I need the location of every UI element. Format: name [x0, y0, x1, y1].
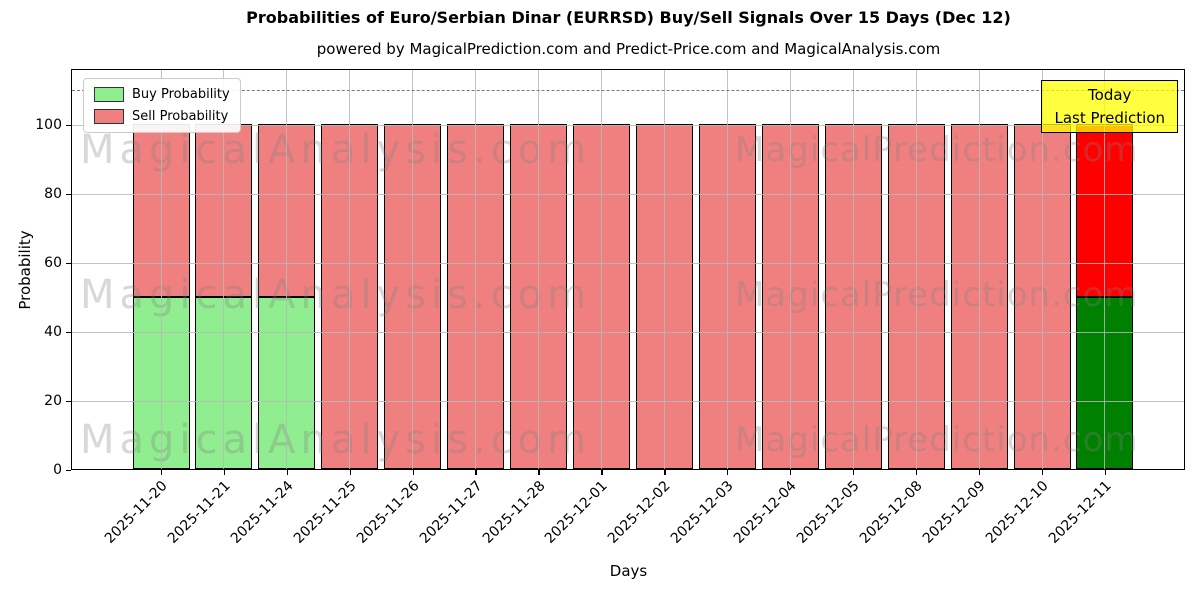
v-gridline — [978, 70, 980, 469]
x-tick-label: 2025-11-26 — [353, 478, 423, 547]
today-annotation-line1: Today — [1088, 86, 1132, 104]
h-gridline — [72, 193, 1184, 195]
y-tick — [66, 125, 71, 127]
x-tick — [727, 470, 729, 475]
v-gridline — [601, 70, 602, 469]
x-tick — [160, 470, 163, 475]
h-gridline — [72, 124, 1184, 126]
today-annotation-line2: Last Prediction — [1054, 108, 1165, 127]
x-tick — [475, 470, 477, 475]
x-tick — [538, 470, 540, 475]
x-tick-label: 2025-12-04 — [731, 478, 800, 547]
y-tick-label: 0 — [53, 462, 62, 478]
watermark-prediction: MagicalPrediction.com — [735, 420, 1139, 460]
x-tick-label: 2025-11-20 — [101, 478, 171, 547]
x-tick-label: 2025-12-09 — [919, 478, 989, 547]
y-tick — [66, 263, 71, 265]
h-gridline — [72, 262, 1184, 264]
y-tick — [66, 401, 71, 403]
x-tick-label: 2025-11-25 — [290, 478, 360, 547]
x-tick-label: 2025-12-01 — [542, 478, 612, 547]
y-tick — [66, 194, 71, 196]
y-tick-label: 100 — [35, 117, 62, 133]
x-tick-label: 2025-12-05 — [793, 478, 863, 547]
buy-swatch-icon — [94, 87, 124, 102]
watermark-analysis: MagicalAnalysis.com — [80, 127, 592, 173]
x-axis-label: Days — [609, 562, 648, 580]
x-tick — [915, 470, 918, 475]
watermark-analysis: MagicalAnalysis.com — [80, 417, 592, 463]
legend-label-buy: Buy Probability — [132, 87, 230, 102]
v-gridline — [160, 70, 162, 469]
watermark-prediction: MagicalPrediction.com — [735, 275, 1139, 315]
x-tick — [349, 470, 351, 475]
legend-label-sell: Sell Probability — [132, 109, 229, 124]
x-tick — [412, 470, 414, 475]
v-gridline — [1104, 70, 1106, 469]
y-tick-label: 80 — [44, 186, 62, 202]
x-tick-label: 2025-12-10 — [982, 478, 1052, 547]
y-tick — [66, 470, 71, 472]
x-tick — [1104, 470, 1107, 475]
h-gridline — [72, 331, 1184, 333]
legend: Buy Probability Sell Probability — [83, 78, 241, 133]
v-gridline — [915, 70, 917, 469]
y-tick — [66, 332, 71, 334]
today-annotation: Today Last Prediction — [1041, 80, 1178, 133]
x-tick-label: 2025-11-28 — [479, 478, 549, 547]
x-tick-label: 2025-11-27 — [416, 478, 486, 547]
x-tick — [601, 470, 603, 475]
v-gridline — [726, 70, 728, 469]
v-gridline — [663, 70, 665, 469]
plot-area: MagicalAnalysis.com MagicalPrediction.com… — [71, 69, 1185, 470]
x-tick — [978, 470, 981, 475]
threshold-dashed-line — [72, 90, 1184, 92]
watermark-analysis: MagicalAnalysis.com — [80, 272, 592, 318]
v-gridline — [789, 70, 791, 469]
x-tick — [853, 470, 855, 475]
x-tick-label: 2025-12-03 — [668, 478, 737, 547]
x-tick — [1041, 470, 1044, 475]
v-gridline — [223, 70, 225, 469]
chart-title: Probabilities of Euro/Serbian Dinar (EUR… — [246, 8, 1011, 27]
x-tick-label: 2025-12-11 — [1045, 478, 1115, 547]
y-tick-label: 60 — [44, 255, 62, 271]
x-tick — [223, 470, 226, 475]
h-gridline — [72, 400, 1184, 402]
x-tick-label: 2025-11-21 — [164, 478, 234, 547]
x-tick-label: 2025-12-08 — [856, 478, 926, 547]
sell-swatch-icon — [94, 109, 124, 124]
x-tick — [664, 470, 666, 475]
x-tick — [790, 470, 792, 475]
y-tick-label: 20 — [44, 393, 62, 409]
chart-subtitle: powered by MagicalPrediction.com and Pre… — [316, 40, 941, 58]
legend-item-sell: Sell Probability — [94, 109, 230, 124]
v-gridline — [349, 70, 351, 469]
x-tick — [286, 470, 288, 475]
x-tick-label: 2025-11-24 — [227, 478, 297, 547]
v-gridline — [286, 70, 288, 469]
v-gridline — [538, 70, 540, 469]
v-gridline — [852, 70, 854, 469]
y-tick-label: 40 — [44, 324, 62, 340]
v-gridline — [475, 70, 477, 469]
v-gridline — [412, 70, 414, 469]
x-tick-label: 2025-12-02 — [605, 478, 675, 547]
v-gridline — [1041, 70, 1043, 469]
legend-item-buy: Buy Probability — [94, 87, 230, 102]
watermark-prediction: MagicalPrediction.com — [735, 130, 1139, 170]
